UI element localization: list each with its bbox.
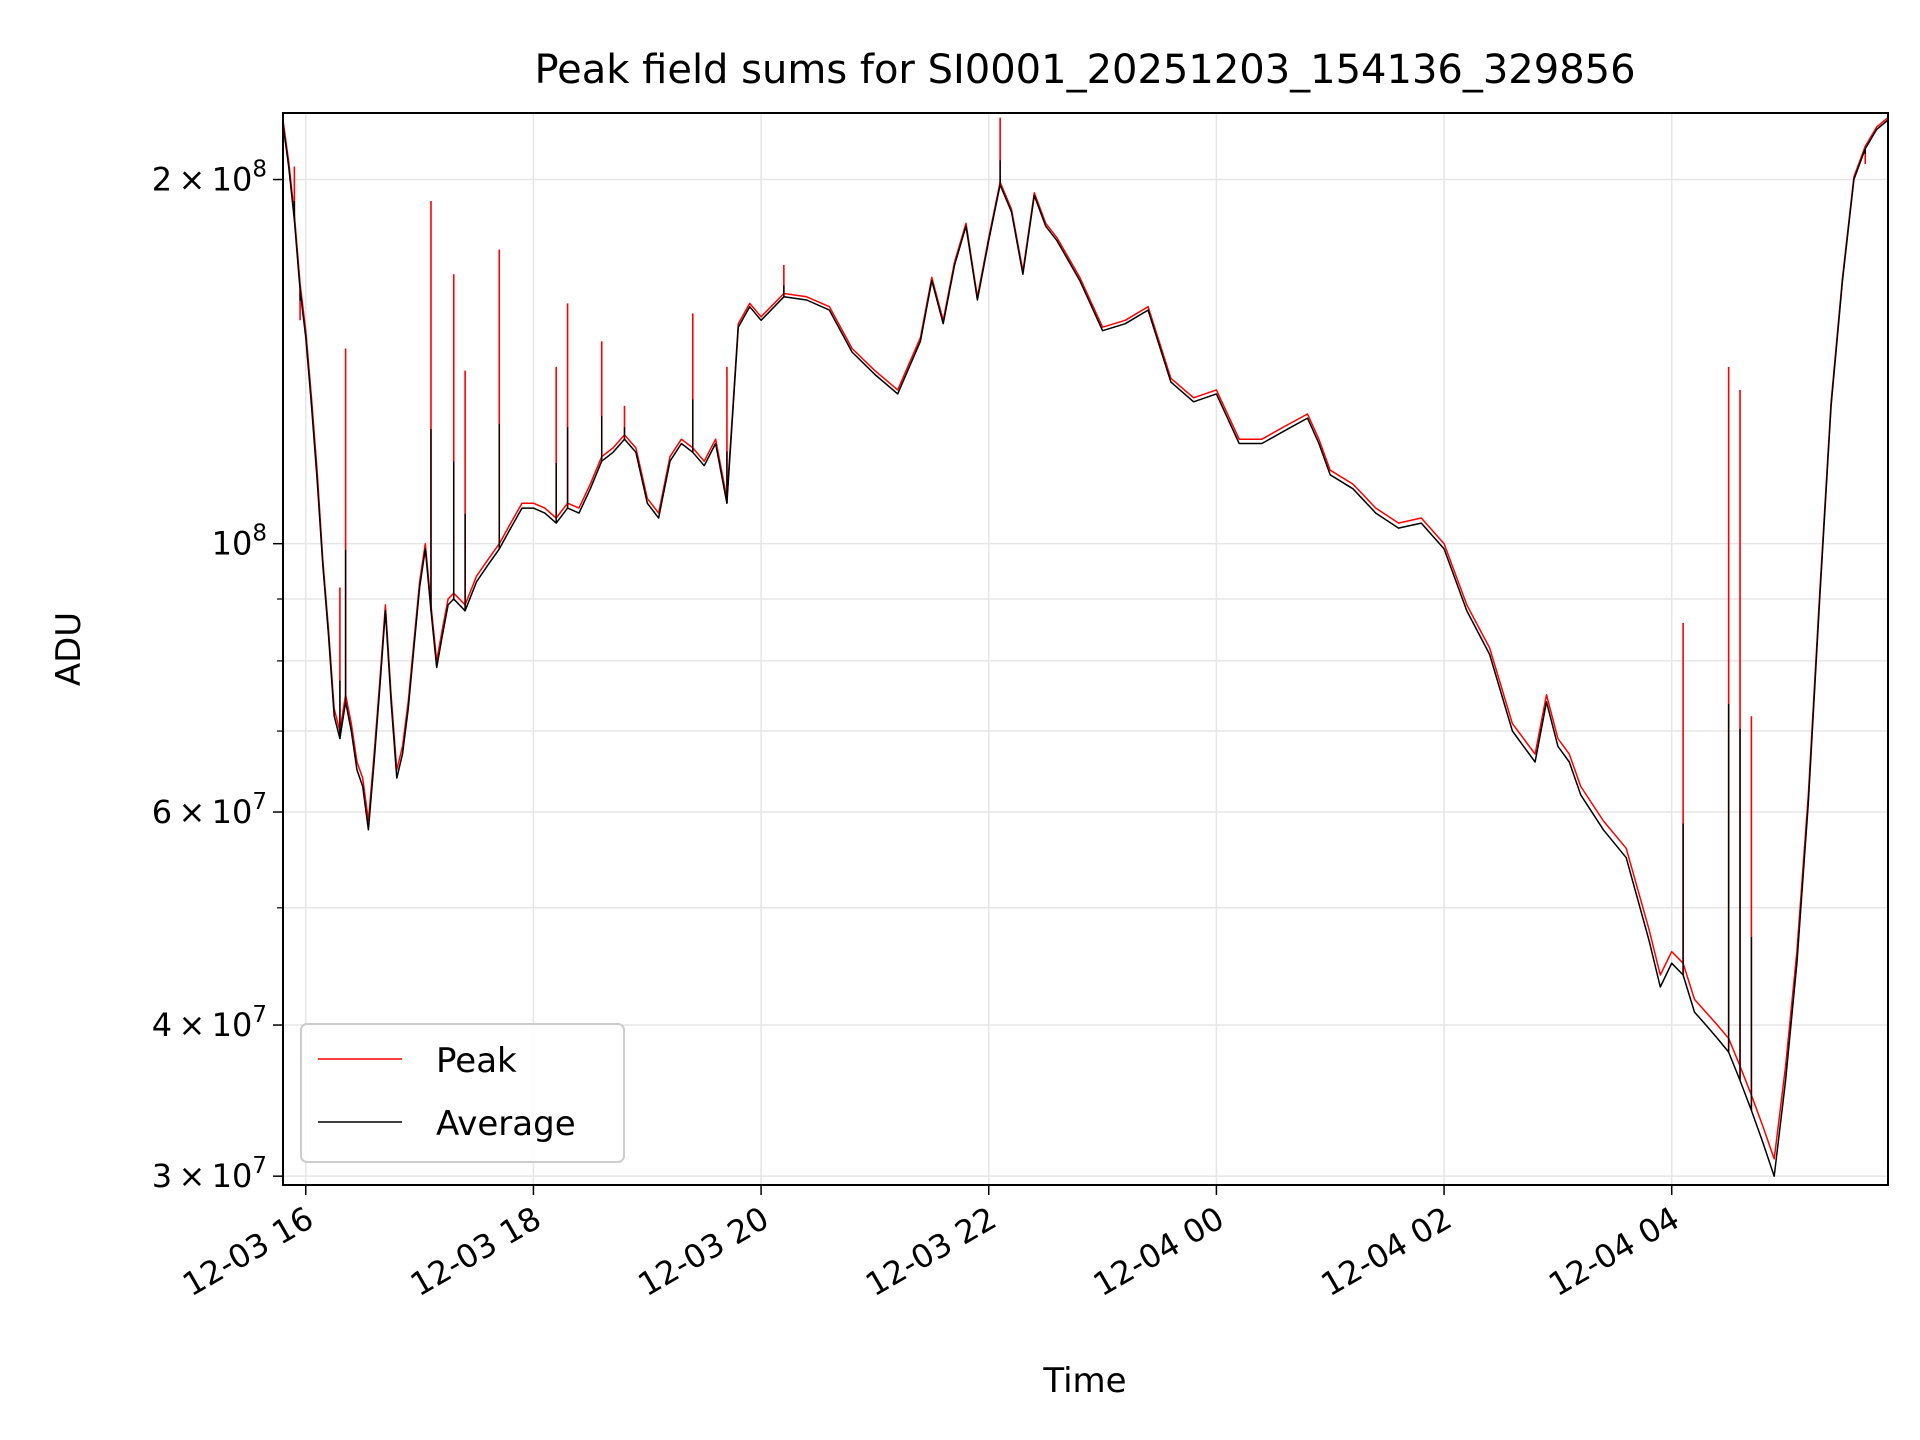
y-tick-label: 6 × 107 [152, 789, 267, 831]
legend: Peak Average [300, 1023, 625, 1163]
x-axis-label: Time [1042, 1361, 1126, 1401]
y-tick-label: 108 [212, 521, 267, 563]
y-tick-label: 4 × 107 [152, 1002, 267, 1044]
legend-label-average: Average [436, 1104, 576, 1144]
series-line-average [283, 119, 1888, 1177]
legend-label-peak: Peak [436, 1041, 517, 1081]
y-tick-label: 2 × 108 [152, 157, 267, 199]
series-line-peak [283, 117, 1888, 1160]
grid-layer [283, 113, 1888, 1185]
y-axis-label: ADU [49, 612, 89, 686]
chart-title: Peak field sums for SI0001_20251203_1541… [534, 47, 1635, 93]
y-tick-label: 3 × 107 [152, 1153, 267, 1195]
series-layer [283, 117, 1888, 1177]
plot-frame [282, 112, 1889, 1186]
